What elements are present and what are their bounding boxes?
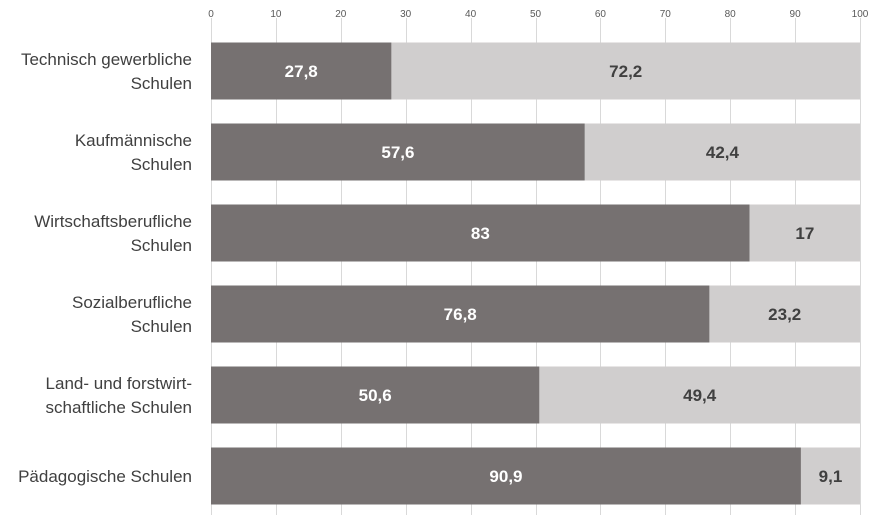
x-axis-ticks: 0 10 20 30 40 50 60 70 80 90 100 bbox=[208, 9, 869, 20]
bar-value-label: 27,8 bbox=[285, 62, 318, 81]
data-labels: 27,8 72,2 57,6 42,4 83 17 76,8 23,2 50,6 49,4 90,9… bbox=[285, 62, 843, 486]
bar-segment bbox=[709, 285, 860, 343]
x-tick-label: 40 bbox=[465, 9, 477, 20]
category-label: Wirtschaftsberufliche Schulen bbox=[34, 212, 192, 255]
category-label-line: Pädagogische Schulen bbox=[18, 467, 192, 486]
bar-segment bbox=[391, 42, 860, 100]
x-tick-label: 70 bbox=[660, 9, 672, 20]
bar-value-label: 50,6 bbox=[359, 386, 392, 405]
category-label-line: Schulen bbox=[131, 74, 192, 93]
x-tick-label: 100 bbox=[852, 9, 869, 20]
category-label: Kaufmännische Schulen bbox=[75, 131, 192, 174]
bar-segment bbox=[584, 123, 860, 181]
bar-segment bbox=[211, 447, 801, 505]
x-tick-label: 50 bbox=[530, 9, 542, 20]
bars bbox=[211, 42, 860, 505]
category-label-line: Land- und forstwirt- bbox=[46, 374, 192, 393]
bar-segment bbox=[211, 285, 710, 343]
category-label-line: Schulen bbox=[131, 236, 192, 255]
x-tick-label: 90 bbox=[790, 9, 802, 20]
gridlines bbox=[211, 18, 861, 515]
x-tick-label: 20 bbox=[335, 9, 347, 20]
x-tick-label: 30 bbox=[400, 9, 412, 20]
bar-value-label: 57,6 bbox=[381, 143, 414, 162]
category-label: Technisch gewerbliche Schulen bbox=[21, 50, 192, 93]
bar-value-label: 23,2 bbox=[768, 305, 801, 324]
bar-segment bbox=[211, 366, 540, 424]
bar-value-label: 42,4 bbox=[706, 143, 740, 162]
category-label-line: Technisch gewerbliche bbox=[21, 50, 192, 69]
bar-value-label: 49,4 bbox=[683, 386, 717, 405]
bar-value-label: 72,2 bbox=[609, 62, 642, 81]
category-label-line: schaftliche Schulen bbox=[46, 398, 192, 417]
category-labels: Technisch gewerbliche SchulenKaufmännisch… bbox=[18, 50, 192, 486]
bar-segment bbox=[211, 123, 585, 181]
bar-value-label: 9,1 bbox=[819, 467, 843, 486]
category-label-line: Schulen bbox=[131, 317, 192, 336]
category-label: Sozialberufliche Schulen bbox=[72, 293, 192, 336]
category-label: Land- und forstwirt-schaftliche Schulen bbox=[46, 374, 192, 417]
bar-segment bbox=[211, 204, 750, 262]
bar-value-label: 83 bbox=[471, 224, 490, 243]
category-label-line: Kaufmännische bbox=[75, 131, 192, 150]
bar-segment bbox=[749, 204, 860, 262]
category-label-line: Wirtschaftsberufliche bbox=[34, 212, 192, 231]
x-tick-label: 0 bbox=[208, 9, 214, 20]
category-label-line: Sozialberufliche bbox=[72, 293, 192, 312]
x-tick-label: 60 bbox=[595, 9, 607, 20]
bar-segment bbox=[800, 447, 860, 505]
bar-segment bbox=[539, 366, 860, 424]
bar-value-label: 17 bbox=[795, 224, 814, 243]
x-tick-label: 10 bbox=[270, 9, 282, 20]
bar-value-label: 76,8 bbox=[444, 305, 477, 324]
category-label-line: Schulen bbox=[131, 155, 192, 174]
category-label: Pädagogische Schulen bbox=[18, 467, 192, 486]
x-tick-label: 80 bbox=[725, 9, 737, 20]
bar-value-label: 90,9 bbox=[489, 467, 522, 486]
bar-segment bbox=[211, 42, 392, 100]
